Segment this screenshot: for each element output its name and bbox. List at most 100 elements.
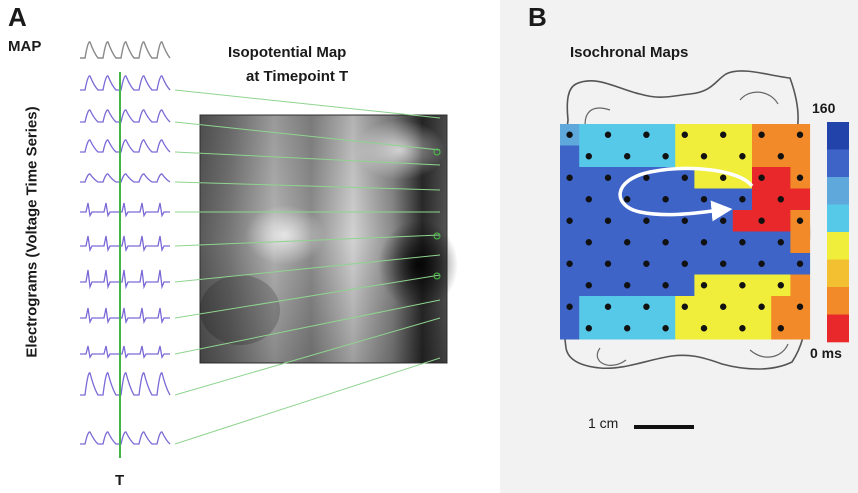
isochrone-cell — [598, 317, 619, 340]
isochrone-cell — [598, 274, 619, 297]
colorbar-max-label: 160 — [812, 100, 836, 116]
colorbar-swatch — [827, 177, 849, 205]
isochrone-cell — [579, 167, 599, 189]
electrode-dot — [566, 174, 573, 181]
isochrone-cell — [694, 167, 715, 189]
isochrone-cell — [713, 231, 734, 254]
electrode-dot — [777, 196, 784, 203]
isochrone-cell — [560, 317, 580, 340]
electrode-dot — [796, 217, 804, 224]
electrode-dot — [585, 153, 592, 160]
isochrone-cell — [790, 317, 811, 340]
electrode-dot — [739, 153, 746, 160]
isochrone-cell — [771, 253, 791, 275]
electrode-dot — [777, 282, 784, 289]
isochrone-cell — [617, 167, 638, 189]
electrode-dot — [758, 217, 765, 224]
electrode-dot — [624, 325, 631, 332]
isochrone-cell — [713, 274, 734, 297]
electrode-dot — [681, 217, 688, 224]
electrode-dot — [700, 325, 708, 332]
colorbar-swatch — [827, 149, 849, 178]
electrode-dot — [720, 260, 727, 267]
isochrone-cell — [617, 124, 638, 146]
electrogram-trace — [80, 372, 171, 396]
electrode-dot — [681, 303, 688, 310]
colorbar-swatch — [827, 314, 849, 343]
electrogram-trace — [80, 75, 171, 91]
isochrone-cell — [694, 124, 715, 146]
isochrone-cell — [771, 210, 791, 232]
scalebar-label: 1 cm — [588, 415, 619, 431]
isochrone-cell — [636, 145, 657, 168]
isochrone-cell — [752, 274, 772, 297]
electrode-dot — [604, 217, 612, 224]
electrode-dot — [643, 303, 650, 310]
electrode-dot — [604, 174, 612, 181]
electrode-marker — [433, 272, 441, 280]
isopotential-title-line2: at Timepoint T — [246, 68, 349, 85]
isochrone-cell — [636, 188, 657, 211]
electrode-dot — [662, 196, 669, 203]
connector-line — [174, 89, 441, 119]
colorbar-swatch — [827, 232, 849, 260]
isochrone-cell — [790, 274, 811, 297]
colorbar-min-label: 0 ms — [810, 345, 842, 361]
connector-line — [174, 151, 441, 166]
isochrone-cell — [656, 296, 676, 318]
electrode-dot — [566, 260, 573, 267]
electrode-dot — [700, 153, 708, 160]
isochrone-cell — [617, 253, 638, 275]
electrode-dot — [739, 196, 746, 203]
isochrone-cell — [771, 167, 791, 189]
isochrone-cell — [579, 296, 599, 318]
electrode-dot — [700, 239, 708, 246]
timepoint-label: T — [115, 472, 125, 489]
colorbar-swatch — [827, 204, 849, 233]
isochrone-cell — [675, 145, 695, 168]
panel-a-letter: A — [8, 2, 27, 32]
isochrone-cell — [617, 210, 638, 232]
isochrone-cell — [732, 124, 753, 146]
electrogram-trace — [80, 269, 170, 290]
isochrone-cell — [598, 188, 619, 211]
connector-line — [174, 357, 441, 445]
electrode-dot — [566, 131, 573, 138]
isochronal-map — [560, 124, 811, 340]
connector-line — [174, 274, 441, 319]
isochrone-cell — [752, 145, 772, 168]
electrode-dot — [758, 260, 765, 267]
electrogram-trace — [80, 202, 170, 218]
isochrone-cell — [790, 231, 811, 254]
electrode-dot — [796, 260, 804, 267]
isochrone-cell — [694, 296, 715, 318]
connector-line — [174, 121, 441, 151]
electrode-dot — [758, 303, 765, 310]
isochrone-cell — [752, 188, 772, 211]
electrode-dot — [643, 260, 650, 267]
map-label: MAP — [8, 38, 42, 55]
isochrone-cell — [771, 296, 791, 318]
colorbar-swatch — [827, 122, 849, 150]
electrode-dot — [758, 174, 765, 181]
isochrone-cell — [598, 231, 619, 254]
connector-line — [174, 181, 441, 191]
panel-b-letter: B — [528, 2, 547, 32]
isochrone-cell — [732, 210, 753, 232]
electrode-dot — [796, 131, 804, 138]
isochrone-cell — [560, 274, 580, 297]
electrode-dot — [662, 325, 669, 332]
electrode-dot — [566, 303, 573, 310]
connector-line — [174, 254, 441, 283]
electrode-dot — [700, 282, 708, 289]
electrogram-trace — [80, 345, 170, 359]
electrode-dot — [662, 239, 669, 246]
electrode-dot — [681, 260, 688, 267]
electrode-dot — [624, 196, 631, 203]
map-trace — [80, 41, 171, 59]
electrode-dot — [662, 153, 669, 160]
isochrone-cell — [579, 210, 599, 232]
reentry-arrow — [618, 166, 754, 222]
electrode-dot — [624, 282, 631, 289]
